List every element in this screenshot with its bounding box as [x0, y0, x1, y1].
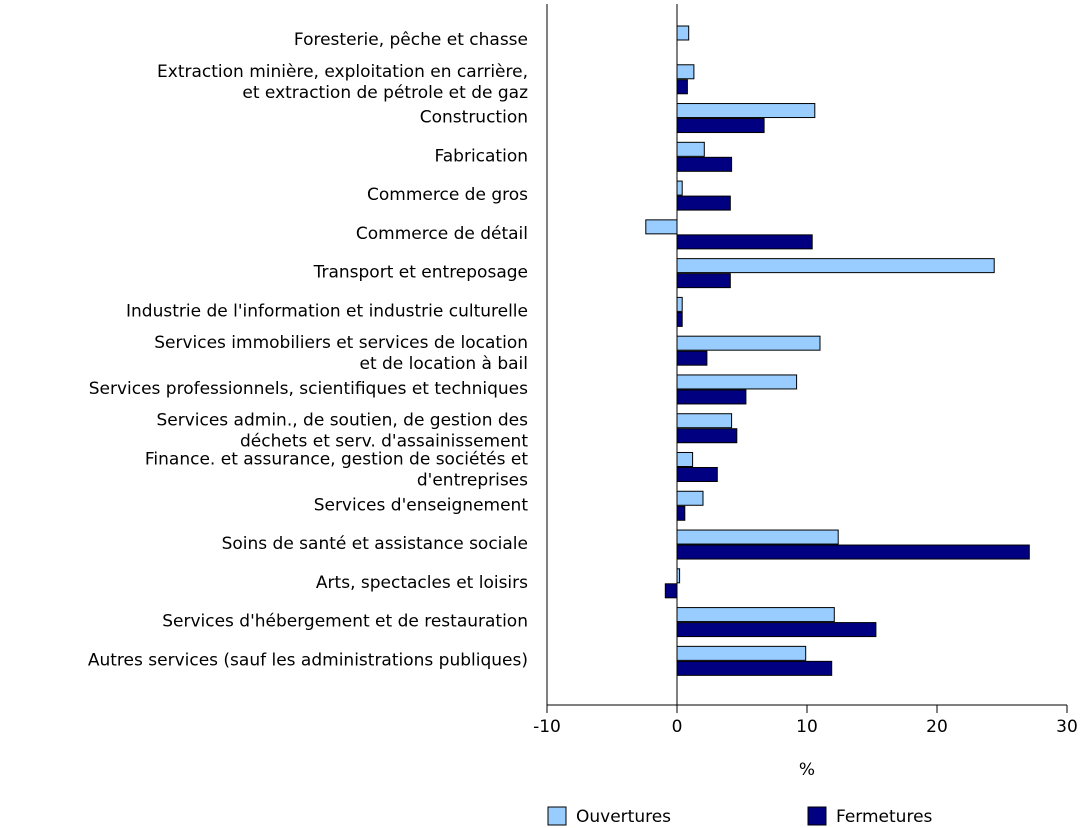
category-label: Transport et entreposage — [313, 263, 528, 283]
bar — [676, 296, 683, 312]
bar — [676, 413, 733, 429]
bar — [676, 544, 1030, 560]
category-label: Services immobiliers et services de loca… — [154, 333, 528, 353]
category-label: Finance. et assurance, gestion de sociét… — [145, 449, 528, 469]
category-label: Soins de santé et assistance sociale — [222, 534, 528, 554]
bar — [676, 490, 704, 506]
category-label: Construction — [420, 108, 528, 128]
bar — [645, 219, 678, 235]
category-label: Commerce de détail — [356, 224, 528, 244]
bar — [676, 389, 747, 405]
category-label: Services professionnels, scientifiques e… — [89, 379, 528, 399]
x-tick-label: 0 — [672, 717, 683, 737]
x-tick-label: 20 — [926, 717, 948, 737]
bar — [676, 141, 705, 157]
bar — [676, 374, 798, 390]
bar — [676, 645, 807, 661]
bar — [676, 273, 731, 289]
x-tick-label: 10 — [796, 717, 818, 737]
legend-swatch — [807, 806, 827, 826]
bar — [676, 505, 686, 521]
bar — [676, 335, 821, 351]
x-tick-label: 30 — [1056, 717, 1078, 737]
legend-label: Ouvertures — [576, 807, 671, 827]
bar — [676, 118, 765, 134]
category-label: Foresterie, pêche et chasse — [294, 30, 528, 50]
bar — [676, 660, 833, 676]
category-label: Arts, spectacles et loisirs — [316, 573, 528, 593]
category-label: Services d'hébergement et de restauratio… — [162, 612, 528, 632]
category-label: Autres services (sauf les administration… — [88, 650, 528, 670]
bar — [676, 25, 690, 41]
x-tick-label: -10 — [533, 717, 561, 737]
legend-label: Fermetures — [836, 807, 933, 827]
bar — [676, 428, 738, 444]
x-axis-label: % — [799, 760, 815, 780]
bar — [676, 529, 839, 545]
bar — [676, 466, 718, 482]
bar — [676, 607, 835, 623]
category-label: Industrie de l'information et industrie … — [126, 301, 528, 321]
bar — [676, 622, 877, 638]
bar — [676, 64, 695, 80]
category-label: Commerce de gros — [367, 185, 528, 205]
bar — [664, 583, 678, 599]
bar — [676, 156, 733, 172]
bar — [676, 258, 995, 274]
category-label: et extraction de pétrole et de gaz — [242, 83, 528, 103]
bar — [676, 234, 813, 250]
bar — [676, 451, 694, 467]
category-label: et de location à bail — [359, 354, 528, 374]
bar — [676, 79, 688, 95]
category-label: Services d'enseignement — [314, 495, 529, 515]
category-label: déchets et serv. d'assainissement — [240, 432, 528, 452]
category-label: d'entreprises — [417, 470, 528, 490]
bar — [676, 350, 708, 366]
category-label: Fabrication — [435, 146, 528, 166]
category-label: Extraction minière, exploitation en carr… — [157, 62, 528, 82]
bar — [676, 311, 683, 327]
category-label: Services admin., de soutien, de gestion … — [156, 411, 528, 431]
bar — [676, 180, 683, 196]
bar — [676, 103, 816, 119]
legend-swatch — [547, 806, 567, 826]
bar — [676, 195, 731, 211]
